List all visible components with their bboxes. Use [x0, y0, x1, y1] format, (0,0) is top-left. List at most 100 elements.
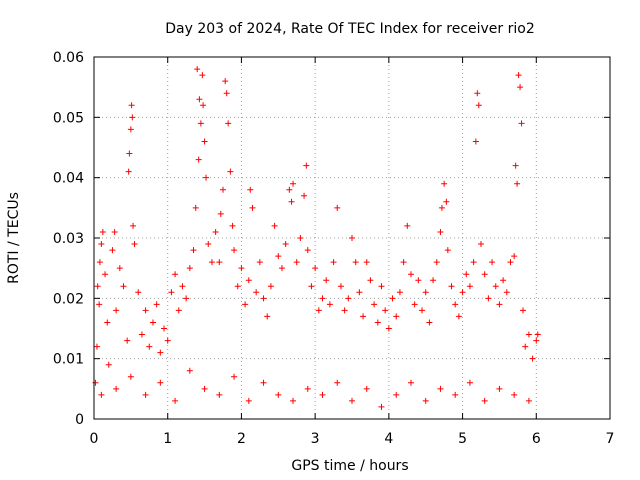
data-point	[345, 295, 352, 302]
data-point	[135, 289, 142, 296]
y-tick-label: 0.03	[53, 231, 84, 247]
ticks-layer	[93, 56, 611, 420]
x-axis-label: GPS time / hours	[291, 458, 408, 474]
data-point	[96, 301, 103, 308]
grid-layer	[94, 57, 610, 419]
data-point	[459, 289, 466, 296]
data-point	[125, 168, 132, 175]
data-point	[278, 265, 285, 272]
data-point	[496, 385, 503, 392]
data-point	[109, 247, 116, 254]
data-point	[96, 259, 103, 266]
data-point	[217, 210, 224, 217]
data-point	[481, 271, 488, 278]
data-point	[407, 271, 414, 278]
data-point	[400, 259, 407, 266]
data-point	[293, 259, 300, 266]
data-point	[104, 319, 111, 326]
data-point	[175, 307, 182, 314]
data-point	[124, 337, 131, 344]
data-point	[102, 271, 109, 278]
data-point	[227, 168, 234, 175]
data-point	[225, 120, 232, 127]
data-point	[334, 379, 341, 386]
data-point	[452, 391, 459, 398]
data-point	[492, 283, 499, 290]
data-point	[127, 126, 134, 133]
data-point	[183, 295, 190, 302]
data-point	[130, 222, 137, 229]
data-point	[179, 283, 186, 290]
data-point	[93, 343, 100, 350]
data-point	[222, 78, 229, 85]
data-point	[208, 259, 215, 266]
data-point	[297, 235, 304, 241]
data-point	[475, 102, 482, 109]
y-tick-label: 0.04	[53, 171, 84, 187]
data-point	[349, 235, 355, 241]
data-point	[518, 120, 525, 127]
data-point	[360, 313, 367, 320]
data-point	[437, 385, 444, 392]
data-point	[411, 301, 418, 308]
data-point	[161, 325, 168, 332]
x-tick-label: 0	[90, 431, 99, 447]
data-point	[194, 66, 201, 73]
data-point	[511, 391, 518, 398]
data-point	[99, 228, 106, 235]
data-point	[192, 204, 199, 211]
data-point	[216, 391, 223, 398]
data-point	[481, 397, 488, 404]
data-point	[389, 295, 396, 302]
data-point	[301, 192, 308, 199]
data-point	[472, 138, 479, 145]
y-tick-label: 0.05	[53, 110, 84, 126]
data-point	[525, 397, 532, 404]
data-point	[164, 337, 171, 344]
data-point	[385, 325, 392, 332]
data-point	[120, 283, 127, 290]
y-axis-label: ROTI / TECUs	[6, 192, 22, 284]
data-point	[199, 72, 206, 79]
data-point	[264, 313, 271, 320]
data-point	[92, 379, 99, 386]
data-point	[503, 289, 510, 296]
data-point	[256, 259, 263, 266]
points-layer	[92, 66, 541, 410]
data-point	[157, 349, 164, 356]
data-point	[443, 198, 450, 205]
data-point	[203, 174, 210, 181]
data-point	[452, 301, 459, 308]
data-point	[247, 186, 254, 193]
data-point	[238, 265, 245, 272]
data-point	[304, 247, 311, 254]
data-point	[529, 355, 536, 362]
data-point	[223, 90, 230, 97]
data-point	[404, 222, 411, 229]
data-point	[138, 331, 145, 338]
data-point	[98, 391, 105, 398]
data-point	[220, 186, 226, 193]
data-point	[371, 301, 378, 308]
x-tick-label: 4	[384, 431, 393, 447]
data-point	[131, 241, 138, 248]
data-point	[438, 204, 445, 211]
data-point	[288, 198, 295, 205]
data-point	[186, 367, 193, 374]
data-point	[415, 277, 422, 284]
data-point	[303, 162, 310, 169]
data-point	[260, 379, 267, 386]
data-point	[363, 385, 370, 392]
data-point	[330, 259, 337, 266]
data-point	[275, 391, 282, 398]
data-point	[323, 277, 330, 284]
x-tick-labels: 0 1 2 3 4 5 6 7	[90, 431, 615, 447]
data-point	[286, 186, 293, 193]
data-point	[304, 385, 311, 392]
data-point	[496, 301, 503, 308]
data-point	[195, 156, 202, 163]
x-tick-label: 1	[163, 431, 172, 447]
y-tick-labels: 0 0.01 0.02 0.03 0.04 0.05 0.06	[53, 50, 84, 428]
data-point	[474, 90, 481, 97]
data-point	[234, 283, 241, 290]
